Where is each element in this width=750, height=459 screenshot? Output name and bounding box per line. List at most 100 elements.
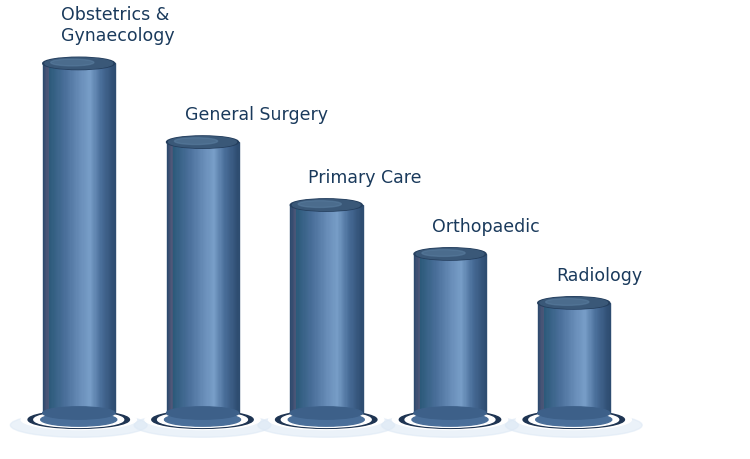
Bar [349, 206, 350, 413]
Bar [331, 206, 333, 413]
Ellipse shape [523, 411, 625, 428]
Ellipse shape [546, 299, 589, 306]
Bar [190, 143, 192, 413]
Ellipse shape [422, 250, 465, 257]
Bar [308, 206, 310, 413]
Bar [539, 303, 541, 413]
Bar [482, 254, 484, 413]
Bar [582, 303, 584, 413]
Bar [604, 303, 605, 413]
Bar [563, 303, 565, 413]
Bar [340, 206, 342, 413]
Bar [316, 206, 317, 413]
Bar [560, 303, 561, 413]
Ellipse shape [268, 410, 384, 430]
Bar [551, 303, 553, 413]
Bar [466, 254, 468, 413]
Bar [183, 143, 184, 413]
Bar [68, 64, 70, 413]
Bar [570, 303, 572, 413]
Bar [94, 64, 96, 413]
Bar [546, 303, 548, 413]
Bar [596, 303, 597, 413]
Bar [456, 254, 458, 413]
Bar [225, 143, 226, 413]
Ellipse shape [134, 413, 271, 437]
Bar [65, 64, 68, 413]
Bar [229, 143, 230, 413]
Ellipse shape [281, 412, 371, 427]
Bar [166, 143, 168, 413]
Bar [544, 303, 545, 413]
Bar [88, 64, 90, 413]
Bar [304, 206, 305, 413]
Bar [584, 303, 586, 413]
Text: General Surgery: General Surgery [184, 106, 328, 123]
Bar [206, 143, 208, 413]
Bar [600, 303, 602, 413]
Bar [209, 143, 210, 413]
Bar [558, 303, 560, 413]
Bar [61, 64, 62, 413]
Bar [569, 303, 571, 413]
Bar [542, 303, 543, 413]
Bar [416, 254, 418, 413]
Text: Orthopaedic: Orthopaedic [432, 217, 540, 235]
Bar [67, 64, 68, 413]
Bar [430, 254, 432, 413]
Bar [470, 254, 472, 413]
Bar [542, 303, 544, 413]
Ellipse shape [43, 407, 115, 419]
Bar [578, 303, 580, 413]
Bar [458, 254, 460, 413]
Bar [230, 143, 232, 413]
Bar [575, 303, 577, 413]
Bar [478, 254, 480, 413]
Bar [572, 303, 573, 413]
Bar [326, 206, 328, 413]
Bar [432, 254, 433, 413]
Bar [95, 64, 97, 413]
Bar [110, 64, 112, 413]
Bar [310, 206, 312, 413]
Bar [422, 254, 423, 413]
Ellipse shape [164, 413, 241, 426]
Bar [338, 206, 340, 413]
Bar [440, 254, 441, 413]
Bar [313, 206, 315, 413]
Bar [428, 254, 430, 413]
Bar [588, 303, 590, 413]
Bar [336, 206, 338, 413]
Bar [220, 143, 222, 413]
Bar [86, 64, 88, 413]
Bar [590, 303, 591, 413]
Bar [69, 64, 70, 413]
Bar [452, 254, 454, 413]
Bar [602, 303, 603, 413]
Text: Primary Care: Primary Care [308, 168, 422, 186]
Bar [438, 254, 440, 413]
Bar [71, 64, 74, 413]
Bar [343, 206, 344, 413]
Bar [182, 143, 184, 413]
Bar [170, 143, 172, 413]
Bar [578, 303, 579, 413]
Ellipse shape [290, 407, 362, 419]
Bar [202, 143, 204, 413]
Bar [200, 143, 202, 413]
Bar [318, 206, 320, 413]
Bar [332, 206, 334, 413]
Bar [442, 254, 444, 413]
Bar [92, 64, 94, 413]
Bar [424, 254, 425, 413]
Bar [174, 143, 176, 413]
Bar [98, 64, 100, 413]
Ellipse shape [152, 411, 254, 428]
Bar [584, 303, 585, 413]
Bar [176, 143, 178, 413]
Bar [594, 303, 596, 413]
Bar [476, 254, 477, 413]
Bar [223, 143, 224, 413]
Bar [232, 143, 234, 413]
Bar [358, 206, 360, 413]
